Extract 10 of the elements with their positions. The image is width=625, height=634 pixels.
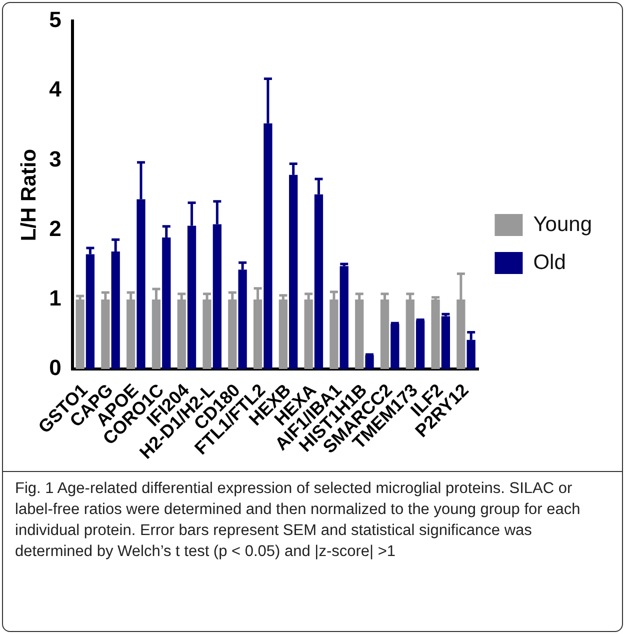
y-tick-label: 3 — [49, 146, 62, 172]
y-tick-label: 5 — [49, 7, 62, 32]
y-tick-label: 4 — [49, 76, 62, 102]
caption: Fig. 1 Age-related differential expression of selected microglial proteins. SILAC or label-free ratios were determined and then normalized to the young group for each individual protein. Error bars represent SEM and statistical significance was determined by Welch’s t test (p < 0.05) and |z-score| >1 — [15, 479, 582, 562]
y-tick-label: 0 — [49, 355, 62, 380]
y-axis-title: L/H Ratio — [17, 148, 40, 242]
legend-label: Young — [533, 212, 592, 236]
y-tick-label: 2 — [49, 216, 62, 241]
y-tick-label: 1 — [49, 286, 62, 311]
legend-label: Old — [533, 250, 566, 274]
